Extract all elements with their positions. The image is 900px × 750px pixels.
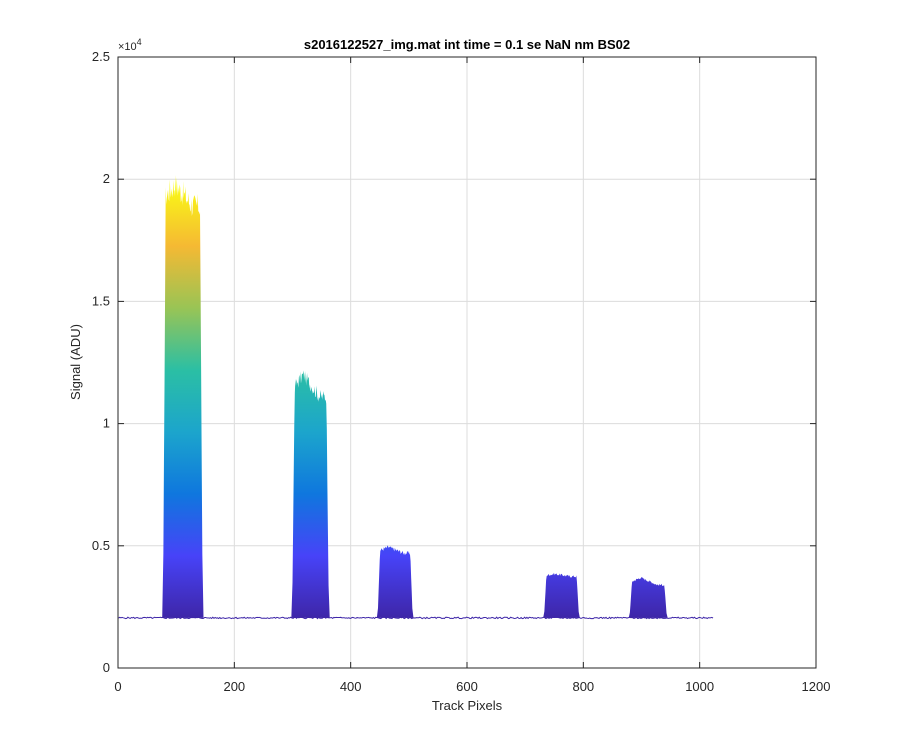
x-tick-label: 1000 (685, 679, 714, 694)
y-tick-label: 1.5 (92, 293, 110, 308)
axes (117, 56, 817, 669)
y-tick-label: 2 (103, 171, 110, 186)
data-block-4 (543, 572, 580, 618)
x-tick-label: 0 (114, 679, 121, 694)
y-exponent: ×104 (118, 37, 142, 53)
data-block-2 (291, 370, 330, 618)
x-axis-label: Track Pixels (432, 698, 503, 713)
x-tick-label: 200 (223, 679, 245, 694)
y-tick-label: 0.5 (92, 538, 110, 553)
x-tick-label: 800 (572, 679, 594, 694)
y-tick-label: 0 (103, 660, 110, 675)
data-block-5 (628, 576, 668, 618)
data-block-3 (376, 545, 414, 618)
x-tick-label: 1200 (802, 679, 831, 694)
y-tick-label: 2.5 (92, 49, 110, 64)
data-areas (118, 174, 714, 620)
y-tick-label: 1 (103, 416, 110, 431)
baseline-trace (118, 616, 714, 620)
y-tick-labels: 0 0.5 1 1.5 2 2.5 (92, 49, 110, 675)
y-exponent-power: 4 (137, 37, 142, 47)
y-axis-label: Signal (ADU) (68, 324, 83, 400)
chart-title: s2016122527_img.mat int time = 0.1 se Na… (304, 37, 630, 52)
x-tick-label: 400 (340, 679, 362, 694)
grid-lines (118, 57, 816, 668)
data-block-1 (162, 174, 204, 618)
x-tick-label: 600 (456, 679, 478, 694)
x-tick-labels: 0 200 400 600 800 1000 1200 (114, 679, 830, 694)
y-exponent-base: ×10 (118, 41, 137, 53)
